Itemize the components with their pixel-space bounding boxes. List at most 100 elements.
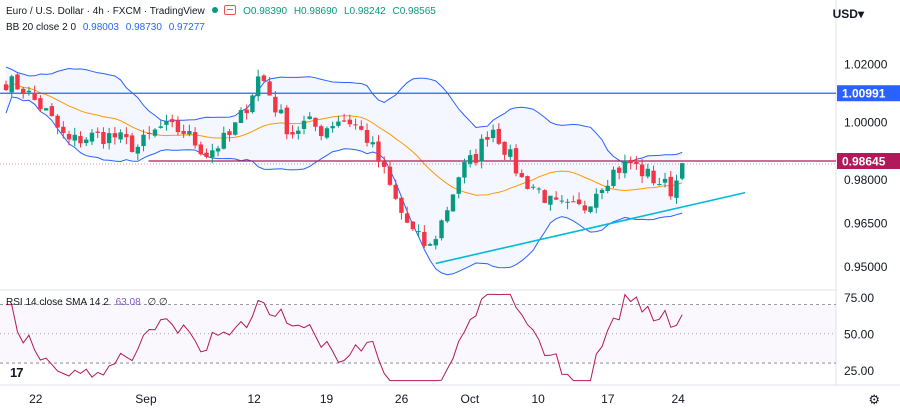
trendline-segment (435, 191, 746, 265)
candle-body (89, 132, 95, 142)
candle-body (393, 184, 398, 199)
bb-lower-line (5, 96, 683, 276)
candle-body (639, 164, 645, 177)
candle-body (605, 185, 610, 191)
candle-body (341, 120, 347, 122)
candle-body (250, 95, 255, 113)
candle-body (422, 232, 427, 246)
time-tick-label: 17 (601, 392, 615, 406)
candle-body (227, 131, 232, 135)
time-axis[interactable]: 22 Sep 12 19 26 Oct 10 17 24 (29, 392, 685, 406)
bb-fill (6, 67, 683, 275)
candle-body (445, 210, 450, 222)
candle-body (668, 176, 673, 197)
candle-body (565, 201, 570, 203)
candle-body (164, 121, 169, 125)
chevron-down-icon: ▾ (857, 7, 864, 21)
bb-legend[interactable]: BB 20 close 2 0 0.98003 0.98730 0.97277 (6, 21, 209, 34)
candle-body (502, 141, 507, 155)
rsi-panel (0, 293, 836, 382)
candle-body (490, 129, 496, 138)
candle-body (622, 160, 628, 174)
candle-body (324, 128, 330, 138)
candle-body (513, 148, 519, 174)
chart-legend-main: Euro / U.S. Dollar · 4h · FXCM · Trading… (6, 5, 440, 18)
candle-body (318, 126, 324, 137)
time-tick-label: 12 (247, 392, 261, 406)
open-value: O0.98390 (243, 6, 288, 17)
candle-body (353, 124, 358, 126)
candle-body (680, 163, 685, 179)
candle-body (525, 176, 530, 189)
price-axis[interactable]: 1.00991 0.98645 1.02000 1.00000 0.98000 0.965… (837, 58, 900, 378)
candle-body (78, 136, 83, 144)
candle-body (238, 110, 244, 123)
candle-body (462, 161, 467, 178)
candle-body (628, 160, 633, 164)
candle-body (221, 132, 226, 149)
time-tick-label: 19 (320, 392, 334, 406)
candle-body (3, 84, 9, 91)
time-tick-label: 24 (671, 392, 685, 406)
candle-body (387, 166, 393, 185)
symbol-title[interactable]: Euro / U.S. Dollar · 4h · FXCM · Trading… (6, 6, 205, 17)
candle-body (141, 134, 146, 147)
candle-body (192, 132, 198, 146)
candle-body (531, 186, 536, 188)
price-tick-label: 0.98000 (844, 173, 888, 187)
candle-body (215, 148, 221, 152)
candle-body (347, 119, 353, 125)
candle-body (43, 108, 49, 111)
candle-body (376, 141, 381, 162)
candle-body (267, 81, 272, 96)
candle-body (571, 201, 576, 203)
candle-body (364, 130, 370, 143)
low-value: L0.98242 (343, 6, 386, 17)
candle-body (112, 133, 118, 138)
market-status-icon (211, 7, 218, 13)
horizontal-levels[interactable] (0, 92, 836, 165)
candle-body (20, 88, 26, 95)
rsi-tick-label: 50.00 (844, 327, 874, 341)
candle-body (118, 132, 123, 140)
candle-body (49, 106, 55, 116)
candle-body (582, 205, 587, 211)
candle-body (450, 194, 456, 212)
candle-body (496, 128, 502, 144)
candle-body (473, 153, 479, 163)
candle-body (26, 90, 32, 93)
tradingview-logo[interactable]: 17 (10, 365, 24, 380)
candle-body (66, 133, 72, 140)
candle-body (101, 132, 106, 145)
candle-body (399, 197, 404, 213)
currency-label: USD (832, 7, 858, 21)
rsi-legend[interactable]: RSI 14 close SMA 14 2 63.08 ∅ ∅ (6, 296, 172, 309)
candle-body (616, 167, 622, 173)
candle-body (433, 239, 438, 246)
flag-icon[interactable] (224, 5, 237, 15)
candle-body (181, 130, 186, 134)
candle-body (244, 109, 249, 114)
candle-body (336, 121, 341, 126)
candle-body (32, 92, 37, 100)
candle-body (278, 109, 284, 114)
level-tag-1.00991: 1.00991 (842, 87, 886, 101)
candle-body (284, 107, 290, 135)
trendline[interactable] (435, 191, 746, 265)
time-tick-label: 22 (29, 392, 43, 406)
candle-body (95, 131, 100, 133)
rsi-label: RSI 14 close SMA 14 2 (6, 297, 109, 308)
candle-body (152, 129, 158, 136)
candle-body (657, 184, 662, 186)
close-value: C0.98565 (392, 6, 436, 17)
candle-body (485, 136, 490, 140)
logo-text: 17 (10, 365, 24, 380)
candle-body (273, 96, 278, 113)
gear-icon[interactable]: ⚙ (868, 392, 880, 407)
price-tick-label: 1.02000 (844, 58, 888, 72)
level-tag-bg (837, 153, 900, 170)
currency-menu[interactable]: USD▾ (833, 7, 864, 21)
rsi-band-fill (0, 304, 836, 364)
candle-body (261, 75, 267, 82)
